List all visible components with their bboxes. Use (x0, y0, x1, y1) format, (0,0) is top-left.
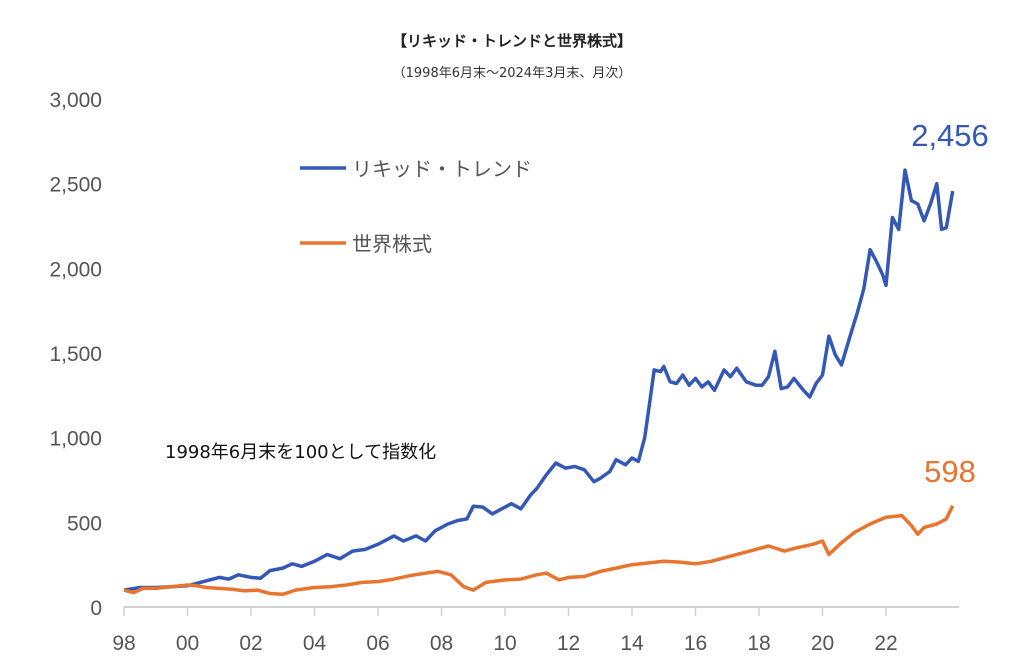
legend-label: 世界株式 (352, 232, 432, 256)
end-value-label: 2,456 (911, 118, 989, 153)
y-tick-label: 0 (90, 597, 102, 620)
x-tick-label: 10 (493, 632, 516, 655)
x-tick-label: 14 (620, 632, 644, 655)
x-tick-label: 04 (303, 632, 327, 655)
x-tick-label: 22 (874, 632, 897, 655)
x-tick-label: 06 (366, 632, 389, 655)
x-tick-label: 20 (811, 632, 834, 655)
y-tick-label: 500 (67, 512, 102, 535)
y-tick-label: 3,000 (49, 89, 102, 112)
series-line-liquid-trend (123, 168, 955, 592)
x-tick-label: 16 (684, 632, 707, 655)
legend-label: リキッド・トレンド (352, 157, 532, 181)
x-tick-label: 08 (430, 632, 453, 655)
x-tick-label: 98 (112, 632, 135, 655)
annotation-text: 1998年6月末を100として指数化 (165, 442, 436, 463)
x-tick-label: 00 (176, 632, 199, 655)
x-tick-label: 18 (747, 632, 770, 655)
chart-subtitle: （1998年6月末～2024年3月末、月次） (392, 66, 632, 81)
y-tick-label: 2,500 (49, 174, 102, 197)
y-tick-label: 1,000 (49, 428, 102, 451)
series-line-world-equity (123, 504, 955, 597)
y-tick-label: 1,500 (49, 343, 102, 366)
x-tick-label: 02 (239, 632, 262, 655)
x-tick-label: 12 (557, 632, 580, 655)
chart-title: 【リキッド・トレンドと世界株式】 (391, 32, 632, 50)
end-value-label: 598 (924, 454, 976, 489)
y-tick-label: 2,000 (49, 258, 102, 281)
